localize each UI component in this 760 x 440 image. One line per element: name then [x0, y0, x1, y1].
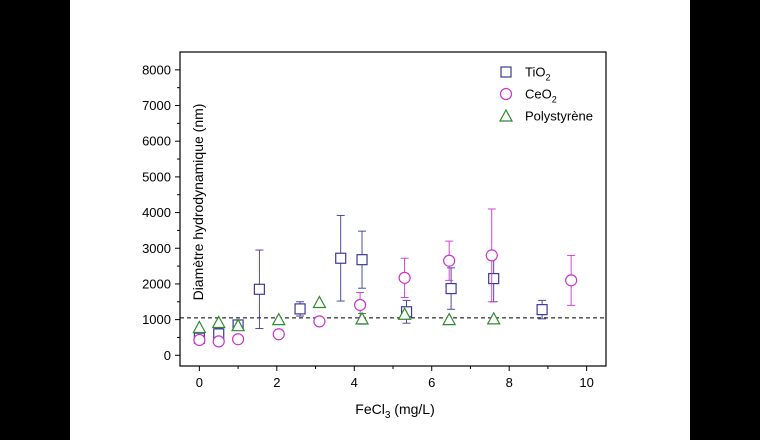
legend-marker-circle — [499, 87, 513, 101]
square-point-3 — [253, 283, 265, 295]
x-tick-label-2: 4 — [351, 375, 358, 390]
x-axis-label-main: FeCl — [355, 401, 385, 417]
triangle-point-2 — [231, 318, 246, 332]
circle-point-7 — [443, 254, 456, 267]
y-axis-label: Diamètre hydrodynamique (nm) — [190, 104, 206, 301]
legend-label-sub: 2 — [552, 95, 557, 105]
circle-point-5 — [353, 298, 367, 312]
circle-point-0 — [193, 333, 206, 347]
x-tick-label-4: 8 — [506, 375, 513, 390]
triangle-point-4 — [312, 295, 327, 309]
legend-label-main: CeO — [525, 87, 552, 102]
triangle-point-3 — [271, 312, 286, 326]
square-point-4 — [294, 303, 306, 315]
x-tick-label-3: 6 — [428, 375, 435, 390]
triangle-point-1 — [211, 315, 226, 329]
x-tick-label-0: 0 — [196, 375, 203, 390]
x-axis-label-unit: (mg/L) — [390, 401, 434, 417]
triangle-point-0 — [192, 320, 207, 334]
circle-point-9 — [565, 274, 578, 287]
circle-point-8 — [485, 249, 498, 262]
circle-point-6 — [398, 271, 411, 284]
x-axis-label: FeCl3 (mg/L) — [355, 401, 434, 421]
square-point-10 — [536, 304, 548, 316]
x-tick-label-1: 2 — [273, 375, 280, 390]
triangle-point-7 — [442, 312, 457, 326]
legend-label-triangle: Polystyrène — [525, 109, 593, 124]
legend-marker-square — [500, 66, 512, 78]
x-tick-label-5: 10 — [579, 375, 593, 390]
y-tick-label-4: 4000 — [142, 205, 171, 220]
triangle-point-8 — [486, 311, 501, 325]
legend-label-square: TiO2 — [525, 65, 550, 83]
y-tick-label-0: 0 — [164, 348, 171, 363]
square-point-5 — [335, 252, 347, 264]
legend-label-main: Polystyrène — [525, 109, 593, 124]
y-tick-label-2: 2000 — [142, 276, 171, 291]
square-point-6 — [356, 254, 368, 266]
y-tick-label-3: 3000 — [142, 241, 171, 256]
y-tick-label-8: 8000 — [142, 62, 171, 77]
triangle-point-6 — [397, 307, 412, 320]
y-tick-label-1: 1000 — [142, 312, 171, 327]
x-axis-label-sub: 3 — [385, 410, 391, 421]
circle-point-3 — [272, 328, 285, 341]
legend-marker-triangle — [498, 108, 514, 122]
scatter-chart: 0 1000 2000 3000 4000 5000 6000 7000 8000 0 2 4 6 8 10… — [142, 51, 607, 421]
triangle-point-5 — [355, 311, 370, 325]
circle-point-4 — [313, 315, 326, 328]
y-tick-label-7: 7000 — [142, 98, 171, 113]
chart-axes: 0 1000 2000 3000 4000 5000 6000 7000 8000 0 2 4 6 8 10 — [142, 51, 607, 390]
chart-marks — [192, 208, 578, 348]
circle-point-2 — [231, 333, 245, 346]
figure-panel: 0 1000 2000 3000 4000 5000 6000 7000 8000 0 2 4 6 8 10… — [70, 0, 690, 440]
y-tick-label-5: 5000 — [142, 169, 171, 184]
square-point-9 — [488, 272, 500, 285]
legend-label-sub: 2 — [545, 73, 550, 83]
legend-label-circle: CeO2 — [525, 87, 557, 105]
y-tick-label-6: 6000 — [142, 134, 171, 149]
legend-label-main: TiO — [525, 65, 545, 80]
square-point-8 — [445, 282, 457, 295]
circle-point-1 — [212, 335, 225, 348]
